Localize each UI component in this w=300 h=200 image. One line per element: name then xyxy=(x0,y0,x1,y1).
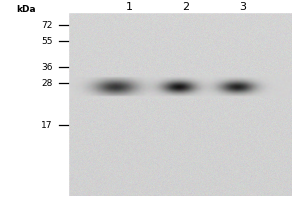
Text: 1: 1 xyxy=(125,2,133,12)
Bar xyxy=(0,0,68,200)
Text: 2: 2 xyxy=(182,2,190,12)
Text: 55: 55 xyxy=(41,36,52,46)
Text: 72: 72 xyxy=(41,21,52,29)
Bar xyxy=(68,0,300,12)
Text: 17: 17 xyxy=(41,120,52,130)
Text: 36: 36 xyxy=(41,62,52,72)
Text: 28: 28 xyxy=(41,78,52,88)
Text: 3: 3 xyxy=(239,2,247,12)
Text: kDa: kDa xyxy=(16,4,36,14)
